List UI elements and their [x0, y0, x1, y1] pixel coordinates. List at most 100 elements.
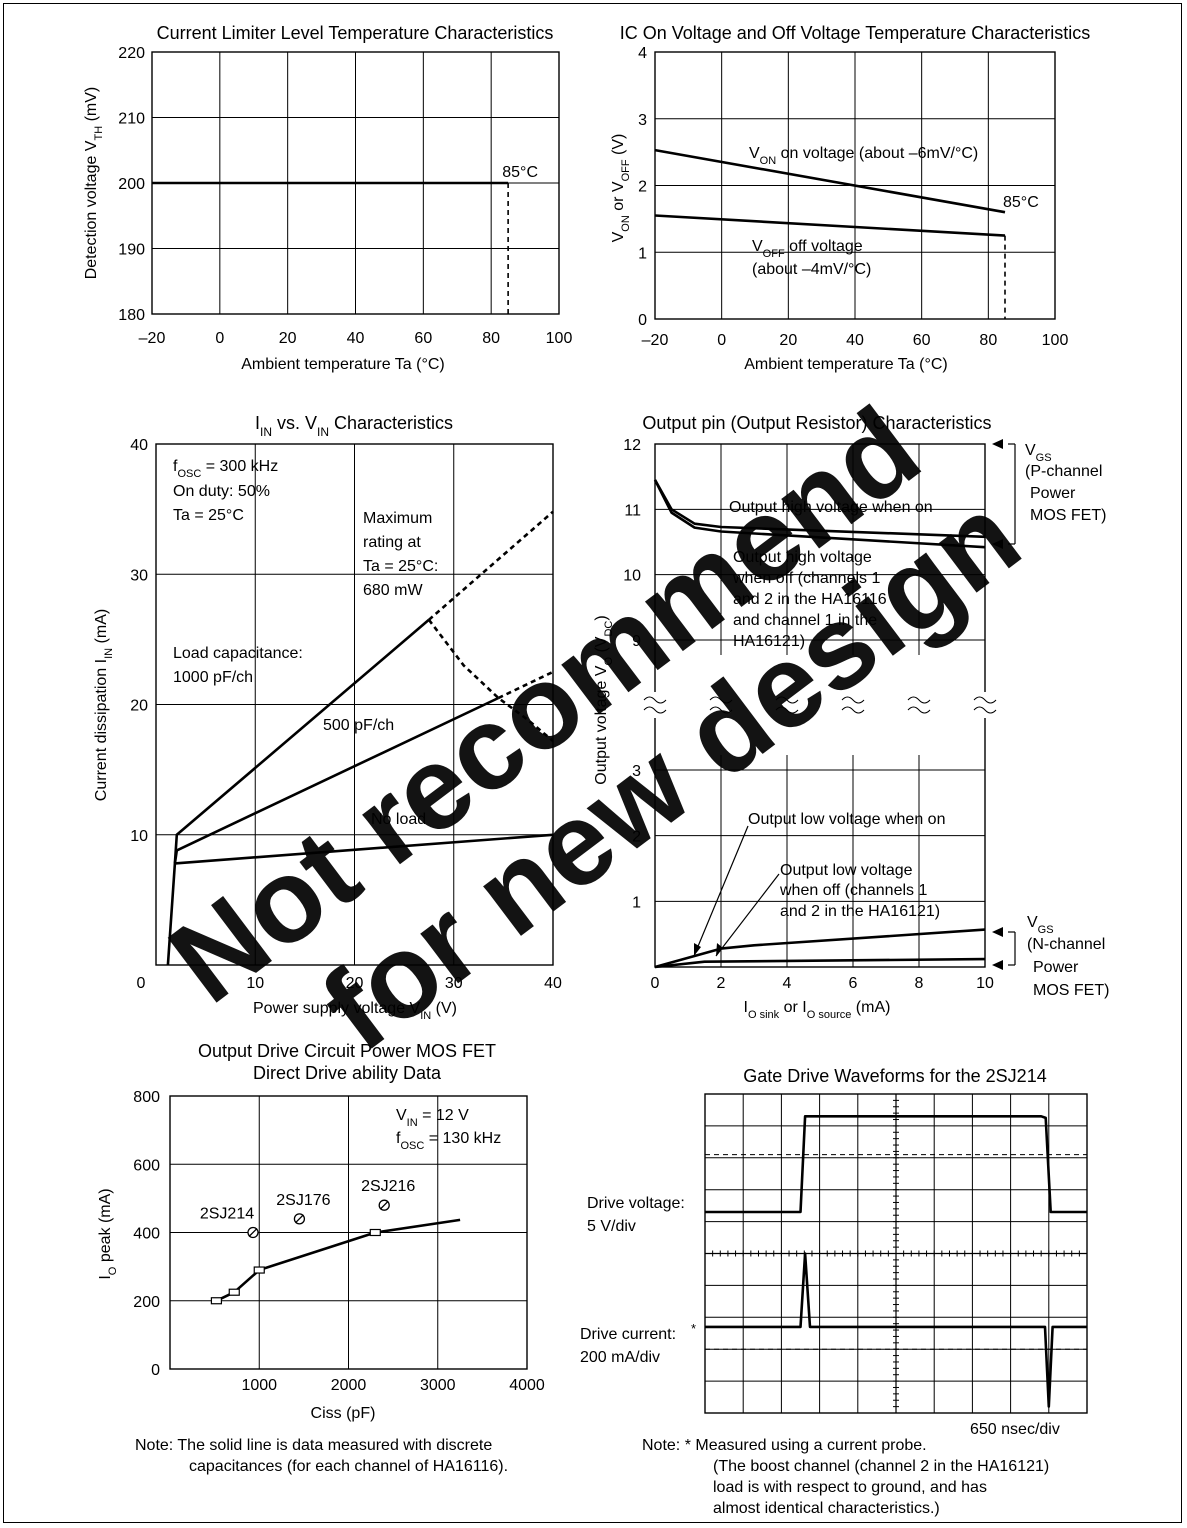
- c1-ytick: 180: [118, 307, 145, 324]
- c4-ytick: 12: [623, 437, 641, 454]
- c5-ytick: 800: [133, 1089, 160, 1106]
- c4-break-mask: [709, 692, 733, 718]
- c3-series-0: [166, 618, 430, 966]
- c2-xtick: 100: [1042, 332, 1069, 349]
- c4-leader-arrowhead: [694, 943, 701, 956]
- c1-xlabel: Ambient temperature Ta (°C): [241, 356, 445, 373]
- c3-xtick: 20: [346, 975, 364, 992]
- c1-ytick: 220: [118, 45, 145, 62]
- c4-high-off-1: Output high voltage: [733, 549, 872, 566]
- c3-series-3: [427, 619, 554, 742]
- c4-high-off-4: and channel 1 in the: [733, 612, 877, 629]
- c4-vgs-bot-4: MOS FET): [1033, 982, 1109, 999]
- c4-ytick: 3: [632, 763, 641, 780]
- c4-vgs-bot-3: Power: [1033, 959, 1079, 976]
- c4-xtick: 0: [651, 975, 660, 992]
- c4-break-mask: [841, 692, 865, 718]
- c3-ytick: 40: [130, 437, 148, 454]
- c1-xtick: 80: [482, 330, 500, 347]
- c4-xlabel: IO sink or IO source (mA): [744, 999, 891, 1021]
- c6-ch1-scale: 5 V/div: [587, 1218, 636, 1235]
- c4-high-on-label: Output high voltage when on: [729, 499, 933, 516]
- c2-ytick: 0: [638, 312, 647, 329]
- c4-axis-break: [643, 696, 667, 714]
- chart-output-pin: Output pin (Output Resistor) Characteris…: [593, 413, 1109, 1021]
- note-right-2: (The boost channel (channel 2 in the HA1…: [713, 1458, 1049, 1475]
- c3-xtick: 40: [544, 975, 562, 992]
- c6-ch2-scale: 200 mA/div: [580, 1349, 660, 1366]
- c4-low-on-label: Output low voltage when on: [748, 811, 945, 828]
- c5-ylabel: IO peak (mA): [97, 1188, 119, 1279]
- note-right-4: almost identical characteristics.): [713, 1500, 940, 1517]
- c3-series-1-extension: [497, 670, 554, 700]
- c3-cond-3: Ta = 25°C: [173, 507, 244, 524]
- c4-axis-break: [973, 696, 997, 714]
- c5-title-1: Output Drive Circuit Power MOS FET: [198, 1041, 496, 1061]
- c4-vgs-bot-arrow: [992, 927, 1003, 937]
- c4-title: Output pin (Output Resistor) Characteris…: [642, 413, 991, 433]
- c2-xtick: –20: [642, 332, 669, 349]
- c4-high-off-line: [653, 479, 986, 549]
- c3-maxrating-2: rating at: [363, 534, 421, 551]
- c6-voltage-trace: [705, 1115, 1087, 1214]
- c4-vgs-top-4: MOS FET): [1030, 507, 1106, 524]
- c4-low-off-3: and 2 in the HA16121): [780, 903, 940, 920]
- c6-current-trace: [705, 1252, 1087, 1408]
- c6-ch2-mark: *: [691, 1321, 696, 1336]
- c1-xtick: 100: [546, 330, 573, 347]
- c6-ch1-name: Drive voltage:: [587, 1195, 685, 1212]
- c4-vgs-bot-2: (N-channel: [1027, 936, 1105, 953]
- c1-xtick: 60: [414, 330, 432, 347]
- c4-low-off-line: [654, 957, 986, 969]
- c4-high-off-3: and 2 in the HA16116: [733, 591, 887, 608]
- c5-point-label: 2SJ216: [361, 1178, 415, 1195]
- c1-ytick: 190: [118, 242, 145, 259]
- c2-ylabel: VON or VOFF (V): [610, 134, 632, 243]
- c4-break-mask: [973, 692, 997, 718]
- c2-voff-label-2: (about –4mV/°C): [752, 261, 871, 278]
- c2-voff-line: [654, 214, 1006, 237]
- note-left-2: capacitances (for each channel of HA1611…: [189, 1458, 508, 1475]
- c4-low-off-2: when off (channels 1: [779, 882, 927, 899]
- chart-drive-ability: Output Drive Circuit Power MOS FET Direc…: [97, 1041, 545, 1422]
- c4-xtick: 2: [717, 975, 726, 992]
- note-right-3: load is with respect to ground, and has: [713, 1479, 987, 1496]
- c5-point-label: 2SJ214: [200, 1206, 254, 1223]
- c3-noload: No load: [371, 811, 426, 828]
- c4-ytick: 2: [632, 829, 641, 846]
- c5-ytick: 200: [133, 1294, 160, 1311]
- c4-axis-break: [709, 696, 733, 714]
- c4-break-mask: [907, 692, 931, 718]
- c5-ytick: 600: [133, 1157, 160, 1174]
- c6-time-scale: 650 nsec/div: [970, 1421, 1060, 1438]
- c4-ylabel: Output voltage VO (VDC): [593, 615, 615, 784]
- c4-vgs-bot-arrow: [992, 960, 1003, 970]
- c2-xtick: 60: [913, 332, 931, 349]
- c4-low-off-1: Output low voltage: [780, 862, 913, 879]
- c3-maxrating-3: Ta = 25°C:: [363, 558, 438, 575]
- c4-vgs-top-arrow: [992, 439, 1003, 449]
- c1-title: Current Limiter Level Temperature Charac…: [157, 23, 554, 43]
- c2-title: IC On Voltage and Off Voltage Temperatur…: [620, 23, 1091, 43]
- c4-axis-break: [907, 696, 931, 714]
- c3-ylabel: Current dissipation IIN (mA): [93, 609, 115, 801]
- c3-xlabel: Power supply voltage VIN (V): [253, 1000, 457, 1022]
- c2-von-line: [654, 148, 1006, 214]
- c2-xlabel: Ambient temperature Ta (°C): [744, 356, 948, 373]
- c3-series-0-extension: [428, 510, 554, 621]
- c3-cond-1: fOSC = 300 kHz: [173, 458, 278, 480]
- c2-xtick: 20: [779, 332, 797, 349]
- watermark: Not recommend for new design: [146, 382, 1043, 1076]
- c1-xtick: 40: [347, 330, 365, 347]
- note-right-1: Note: * Measured using a current probe.: [642, 1437, 927, 1454]
- c2-ytick: 3: [638, 112, 647, 129]
- c3-load500: 500 pF/ch: [323, 717, 394, 734]
- c4-xtick: 10: [976, 975, 994, 992]
- c5-xtick: 2000: [331, 1377, 367, 1394]
- c4-low-on-line: [654, 928, 986, 969]
- c2-85-label: 85°C: [1003, 194, 1039, 211]
- c2-ytick: 4: [638, 45, 647, 62]
- c4-break-mask: [775, 692, 799, 718]
- c4-vgs-top-1: VGS: [1025, 442, 1052, 464]
